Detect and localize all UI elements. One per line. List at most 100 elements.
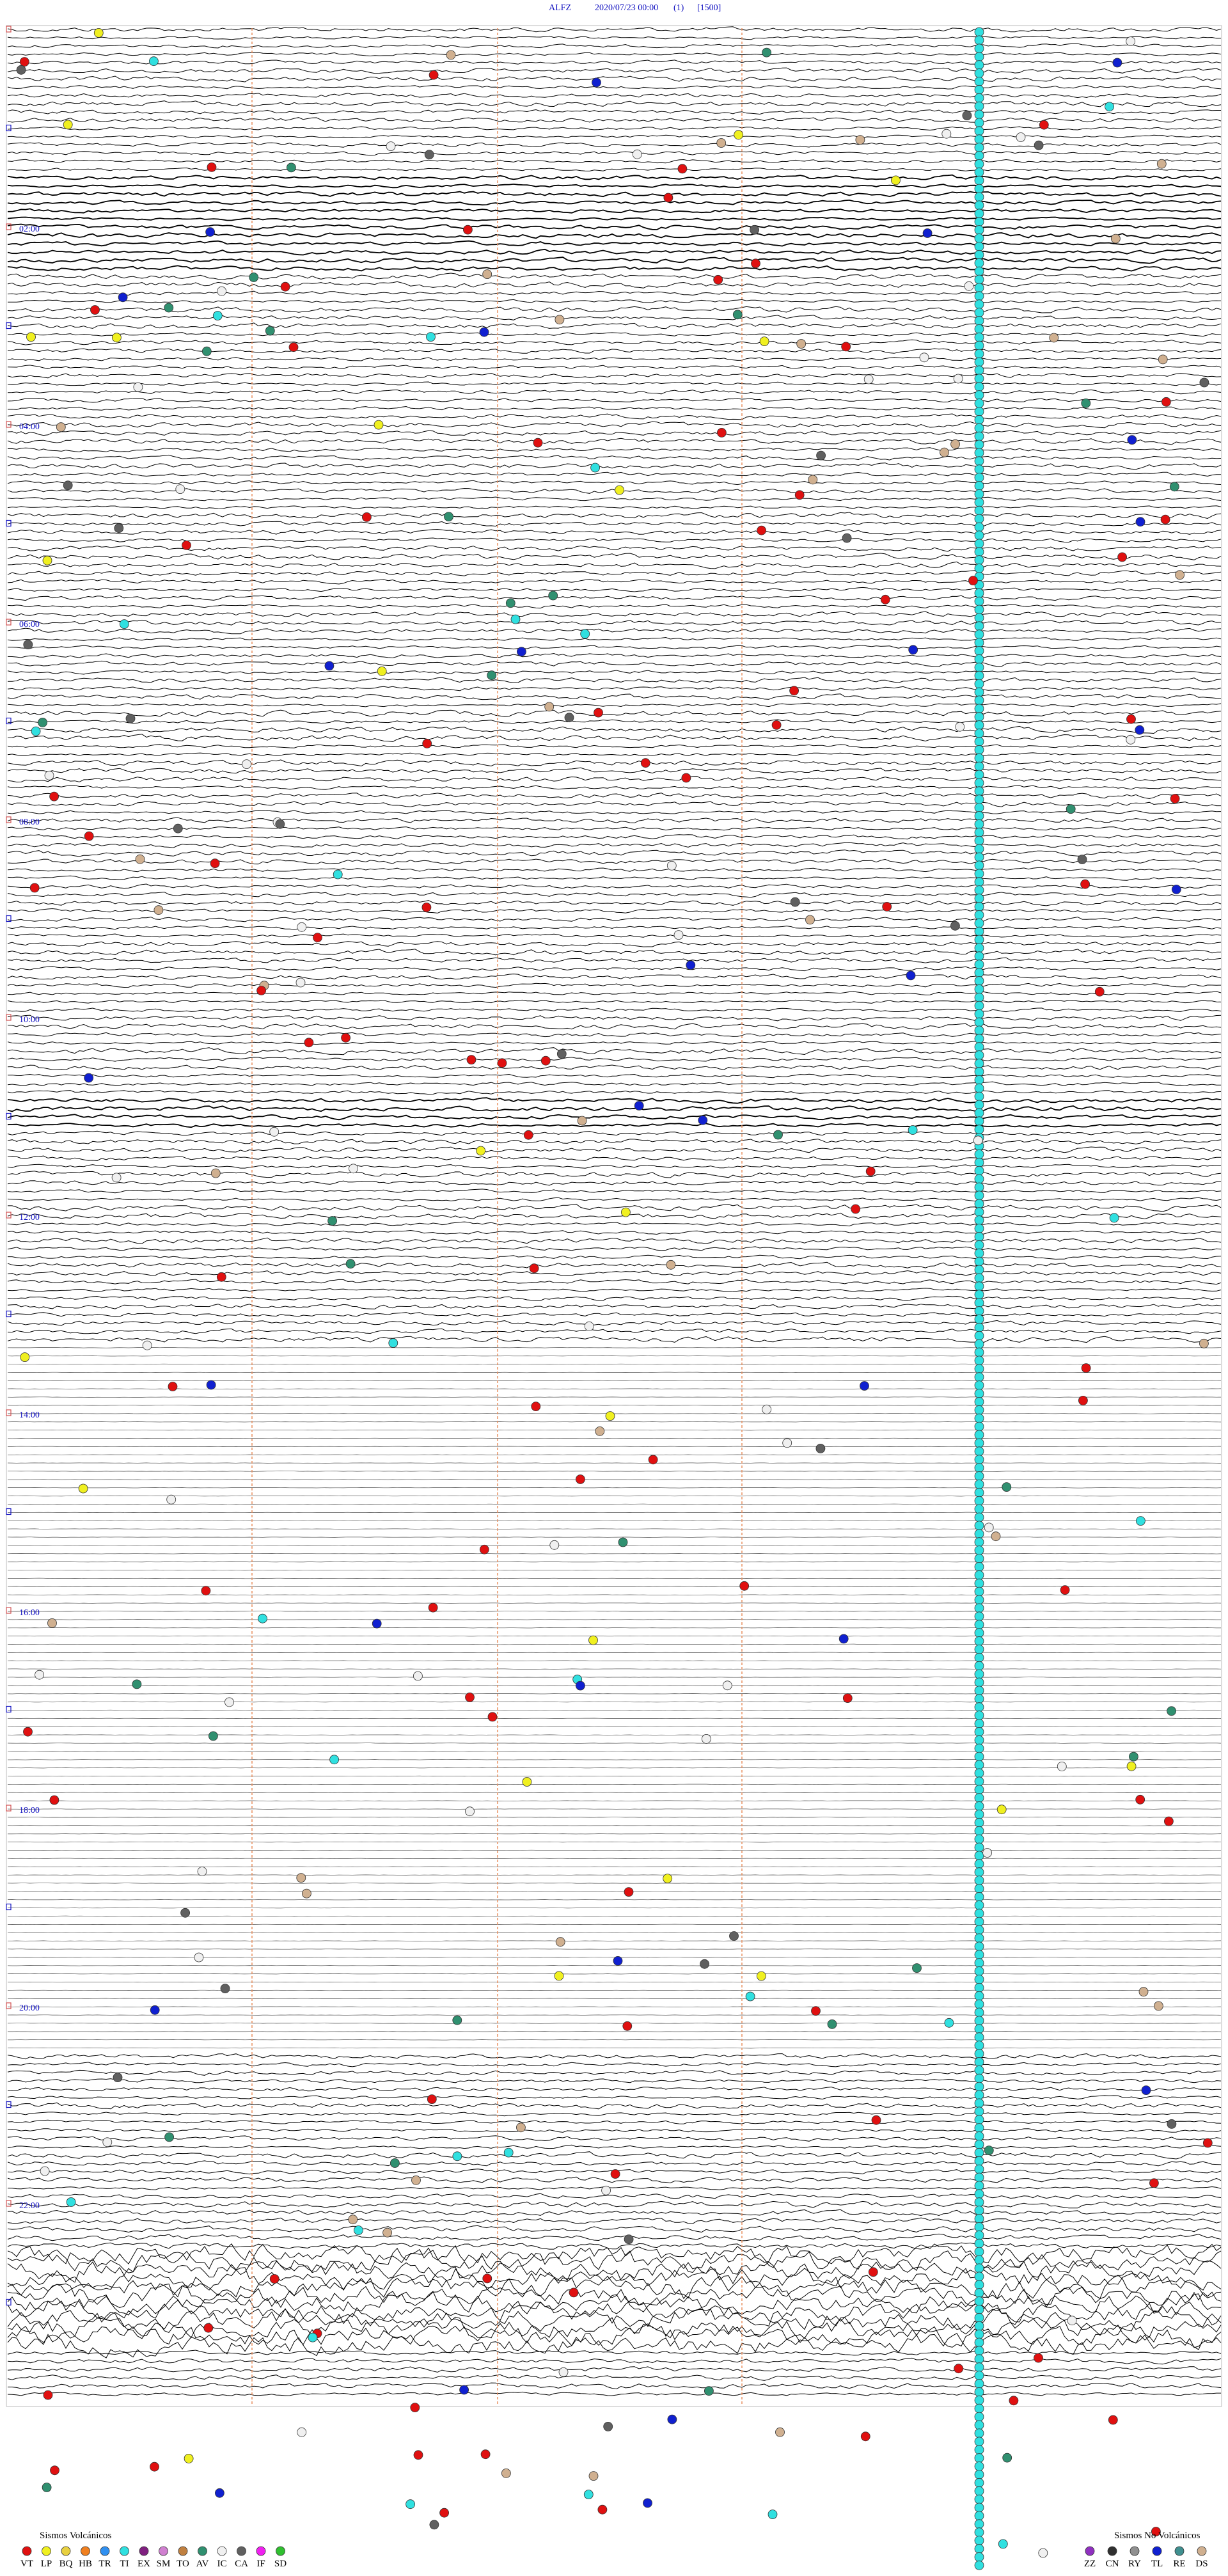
event-dot: [974, 1430, 984, 1440]
event-dot: [716, 138, 727, 148]
legend-code: CA: [235, 2559, 248, 2569]
event-dot: [974, 638, 984, 647]
event-dot: [275, 819, 285, 829]
trace: [7, 1057, 1222, 1062]
event-dot: [201, 346, 212, 356]
hour-marker: [6, 421, 12, 428]
event-dot: [974, 539, 984, 549]
event-dot: [974, 456, 984, 466]
trace: [7, 1246, 1222, 1251]
event-dot: [974, 2461, 984, 2471]
event-dot: [974, 1479, 984, 1489]
event-dot: [974, 1496, 984, 1506]
event-dot: [974, 770, 984, 780]
event-dot: [757, 525, 766, 535]
event-dot: [974, 1471, 984, 1481]
trace: [8, 1849, 1221, 1851]
event-dot: [974, 2007, 984, 2018]
event-dot: [974, 1760, 984, 1770]
event-dot: [224, 1697, 234, 1707]
event-dot: [974, 1405, 984, 1415]
time-label: 06:00: [19, 620, 40, 629]
hour-marker: [6, 1508, 12, 1515]
event-dot: [974, 1100, 984, 1110]
event-dot: [974, 1314, 984, 1324]
event-dot: [982, 1848, 992, 1858]
event-dot: [974, 662, 984, 672]
event-dot: [333, 869, 343, 880]
trace: [7, 240, 1222, 247]
hour-marker: [6, 2002, 12, 2009]
trace: [7, 1171, 1222, 1178]
event-dot: [43, 2390, 53, 2400]
event-dot: [974, 869, 984, 879]
event-dot: [125, 713, 136, 723]
trace: [7, 421, 1222, 429]
event-dot: [1202, 2138, 1213, 2148]
trace: [7, 2259, 1222, 2283]
trace: [7, 834, 1222, 840]
event-dot: [974, 629, 984, 640]
event-dot: [214, 2488, 224, 2498]
event-dot: [974, 1628, 984, 1638]
event-dot: [974, 1182, 984, 1192]
trace: [7, 438, 1222, 445]
hour-marker: [6, 519, 12, 527]
event-dot: [863, 374, 874, 384]
event-dot: [974, 926, 984, 936]
event-dot: [974, 2065, 984, 2075]
trace: [7, 1948, 1222, 1950]
legend-code: TR: [98, 2559, 111, 2569]
event-dot: [974, 2536, 984, 2546]
trace: [7, 232, 1222, 239]
trace: [7, 273, 1222, 280]
event-dot: [941, 129, 952, 139]
event-dot: [413, 1671, 423, 1681]
event-dot: [164, 303, 174, 313]
event-dot: [974, 2147, 984, 2158]
trace: [7, 652, 1222, 659]
event-dot: [413, 2450, 423, 2460]
event-dot: [974, 43, 984, 54]
event-dot: [1034, 140, 1044, 150]
legend-code: CN: [1106, 2559, 1119, 2569]
event-dot: [974, 2329, 984, 2339]
event-dot: [465, 1806, 475, 1817]
event-dot: [452, 2151, 462, 2161]
event-dot: [974, 151, 984, 161]
trace: [7, 1586, 1222, 1587]
event-dot: [29, 883, 40, 893]
trace: [7, 381, 1222, 386]
event-dot: [180, 1908, 191, 1918]
event-dot: [377, 666, 387, 676]
legend-code: IF: [256, 2559, 265, 2569]
trace: [8, 1709, 1222, 1711]
trace: [7, 1371, 1221, 1373]
event-dot: [576, 1680, 585, 1691]
event-dot: [505, 598, 516, 608]
event-dot: [974, 2238, 984, 2248]
trace: [7, 496, 1222, 502]
event-dot: [974, 547, 984, 557]
trace: [8, 1577, 1222, 1579]
event-dot: [1039, 120, 1049, 130]
event-dot: [974, 679, 984, 689]
trace: [7, 744, 1222, 748]
event-dot: [974, 1661, 984, 1671]
legend-code: LP: [41, 2559, 52, 2569]
event-dot: [1009, 2396, 1019, 2406]
event-dot: [677, 164, 688, 174]
trace: [7, 35, 1222, 40]
event-dot: [648, 1455, 658, 1465]
event-dot: [974, 1265, 984, 1275]
trace: [8, 2031, 1222, 2032]
event-dot: [974, 2420, 984, 2430]
event-dot: [974, 1125, 984, 1135]
event-dot: [964, 281, 974, 291]
event-dot: [615, 485, 624, 495]
event-dot: [666, 1260, 676, 1270]
trace: [7, 413, 1222, 420]
event-dot: [44, 770, 54, 780]
event-dot: [974, 1826, 984, 1836]
event-dot: [974, 415, 984, 425]
